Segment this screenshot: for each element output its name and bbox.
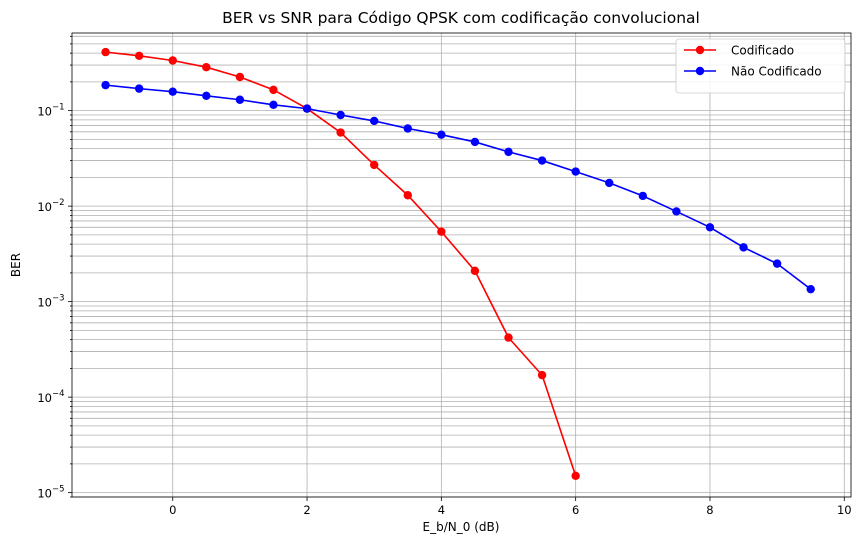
plot-frame xyxy=(71,32,852,498)
legend-label: Não Codificado xyxy=(731,65,822,79)
data-point xyxy=(403,191,412,200)
x-tick-label: 10 xyxy=(837,503,852,517)
y-tick-exponent: −3 xyxy=(52,294,65,304)
data-point xyxy=(202,62,211,72)
x-tick-label: 6 xyxy=(572,503,579,517)
x-tick-label: 8 xyxy=(706,503,713,517)
data-point xyxy=(571,167,580,176)
series-codificado xyxy=(101,47,580,481)
data-point xyxy=(504,333,513,342)
legend-marker xyxy=(695,66,705,76)
data-point xyxy=(269,85,278,95)
data-point xyxy=(672,207,681,216)
y-tick-exponent: −2 xyxy=(52,198,65,208)
data-point xyxy=(403,124,412,133)
data-point xyxy=(101,47,110,57)
series-line xyxy=(105,84,812,290)
x-tick-label: 4 xyxy=(438,503,445,517)
data-point xyxy=(571,471,580,481)
y-tick-label: 10 xyxy=(37,200,52,214)
y-tick-exponent: −1 xyxy=(52,103,65,113)
data-point xyxy=(772,259,782,268)
series-layer xyxy=(101,47,815,481)
data-point xyxy=(269,100,278,110)
data-point xyxy=(336,128,345,137)
data-point xyxy=(168,56,177,65)
data-point xyxy=(369,160,379,170)
data-point xyxy=(739,243,748,252)
legend-label: Codificado xyxy=(731,44,794,58)
data-point xyxy=(101,80,110,90)
data-point xyxy=(537,370,547,380)
grid-layer xyxy=(72,33,851,498)
data-point xyxy=(537,156,547,165)
y-tick-exponent: −5 xyxy=(52,485,65,495)
y-tick-label: 10 xyxy=(37,296,52,310)
x-axis-label: E_b/N_0 (dB) xyxy=(423,520,500,534)
data-point xyxy=(504,147,513,157)
data-point xyxy=(168,87,177,96)
data-point xyxy=(235,72,245,82)
y-tick-label: 10 xyxy=(37,105,52,119)
data-point xyxy=(134,84,144,93)
series-nao-codificado xyxy=(101,80,815,294)
y-tick-exponent: −4 xyxy=(52,389,65,399)
y-tick-label: 10 xyxy=(37,391,52,405)
y-axis-label: BER xyxy=(9,253,23,277)
data-point xyxy=(369,116,379,126)
data-point xyxy=(437,227,446,236)
data-point xyxy=(134,51,144,61)
chart-title: BER vs SNR para Código QPSK com codifica… xyxy=(222,9,700,27)
legend-box xyxy=(675,38,846,94)
data-point xyxy=(470,137,480,147)
data-point xyxy=(336,110,345,120)
x-tick-label: 0 xyxy=(169,503,176,517)
data-point xyxy=(470,266,480,276)
x-tick-label: 2 xyxy=(303,503,310,517)
data-point xyxy=(705,223,715,232)
data-point xyxy=(202,91,211,100)
data-point xyxy=(302,104,312,113)
data-point xyxy=(638,191,648,201)
data-point xyxy=(437,130,446,139)
legend-marker xyxy=(695,45,705,55)
legend: Codificado Não Codificado xyxy=(675,38,846,94)
y-tick-label: 10 xyxy=(37,487,52,501)
data-point xyxy=(806,284,815,294)
data-point xyxy=(235,95,245,104)
data-point xyxy=(605,178,614,188)
